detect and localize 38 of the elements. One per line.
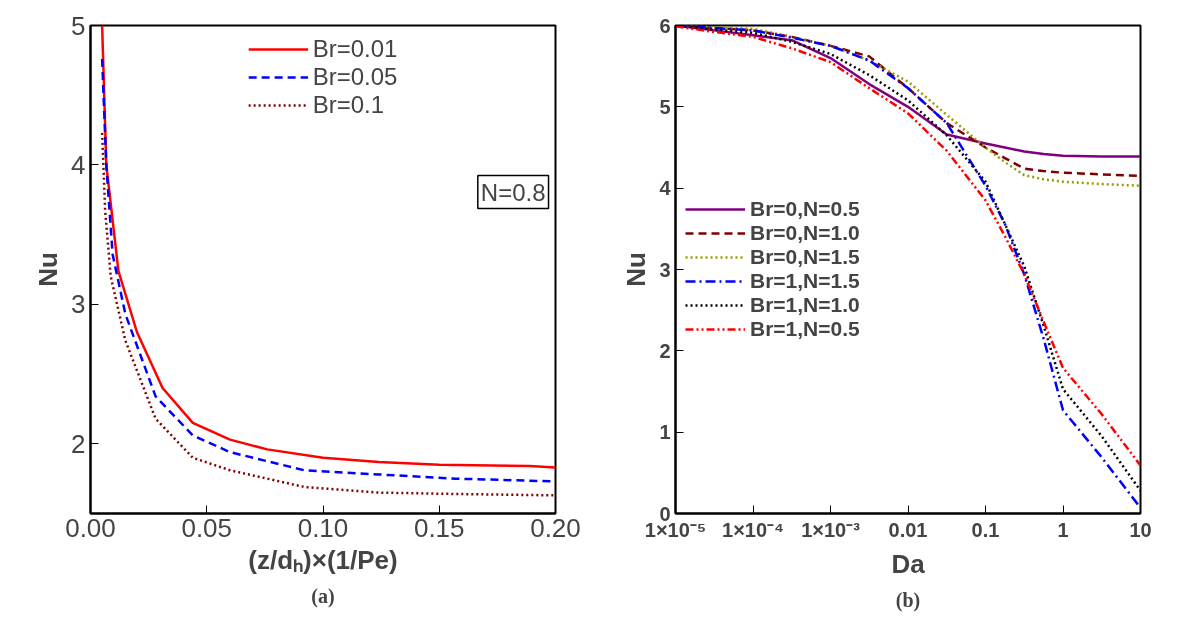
y-tick-label: 3 [71, 289, 86, 320]
y-tick-label: 4 [71, 149, 86, 180]
x-axis-title: (z/dₕ)×(1/Pe) [248, 544, 398, 575]
x-tick-label: 10 [1129, 518, 1152, 541]
y-tick-label: 6 [659, 14, 671, 37]
x-tick-label: 1 [1057, 518, 1069, 541]
x-axis-title: Da [891, 548, 926, 579]
y-tick-label: 1 [659, 421, 671, 444]
text: (b) [895, 588, 921, 612]
x-tick-label: 0.10 [297, 512, 349, 543]
legend-label: Br=1,N=1.0 [750, 293, 860, 317]
y-tick-label: 4 [659, 177, 672, 200]
line-series [100, 131, 556, 497]
y-tick-label: 2 [659, 339, 671, 362]
y-axis-title: Nu [621, 252, 652, 287]
legend-label: Br=0,N=1.5 [750, 245, 860, 269]
x-tick-label: 0.05 [181, 512, 233, 543]
y-tick-label: 5 [71, 10, 86, 41]
legend-label: Br=0.1 [312, 91, 385, 119]
y-axis-title: Nu [33, 252, 64, 287]
x-tick-label: 1×10⁻⁴ [722, 518, 784, 541]
legend-label: Br=1,N=1.5 [750, 269, 860, 293]
legend-label: Br=0,N=1.0 [750, 221, 860, 245]
x-tick-label: 1×10⁻³ [801, 518, 861, 541]
x-tick-label: 0.15 [413, 512, 465, 543]
x-tick-label: 0.01 [888, 518, 928, 541]
legend-label: Br=1,N=0.5 [750, 317, 860, 341]
annotation: N=0.8 [480, 178, 546, 206]
x-tick-label: 0.00 [65, 512, 116, 543]
x-tick-label: 0.20 [530, 512, 581, 543]
y-tick-label: 5 [659, 95, 671, 118]
y-tick-label: 3 [659, 258, 671, 281]
y-tick-label: 2 [71, 428, 86, 459]
text: (a) [311, 584, 335, 608]
legend-label: Br=0.01 [312, 35, 398, 63]
x-tick-label: 0.1 [971, 518, 1000, 541]
legend-label: Br=0,N=0.5 [750, 197, 860, 221]
legend-label: Br=0.05 [312, 63, 398, 91]
